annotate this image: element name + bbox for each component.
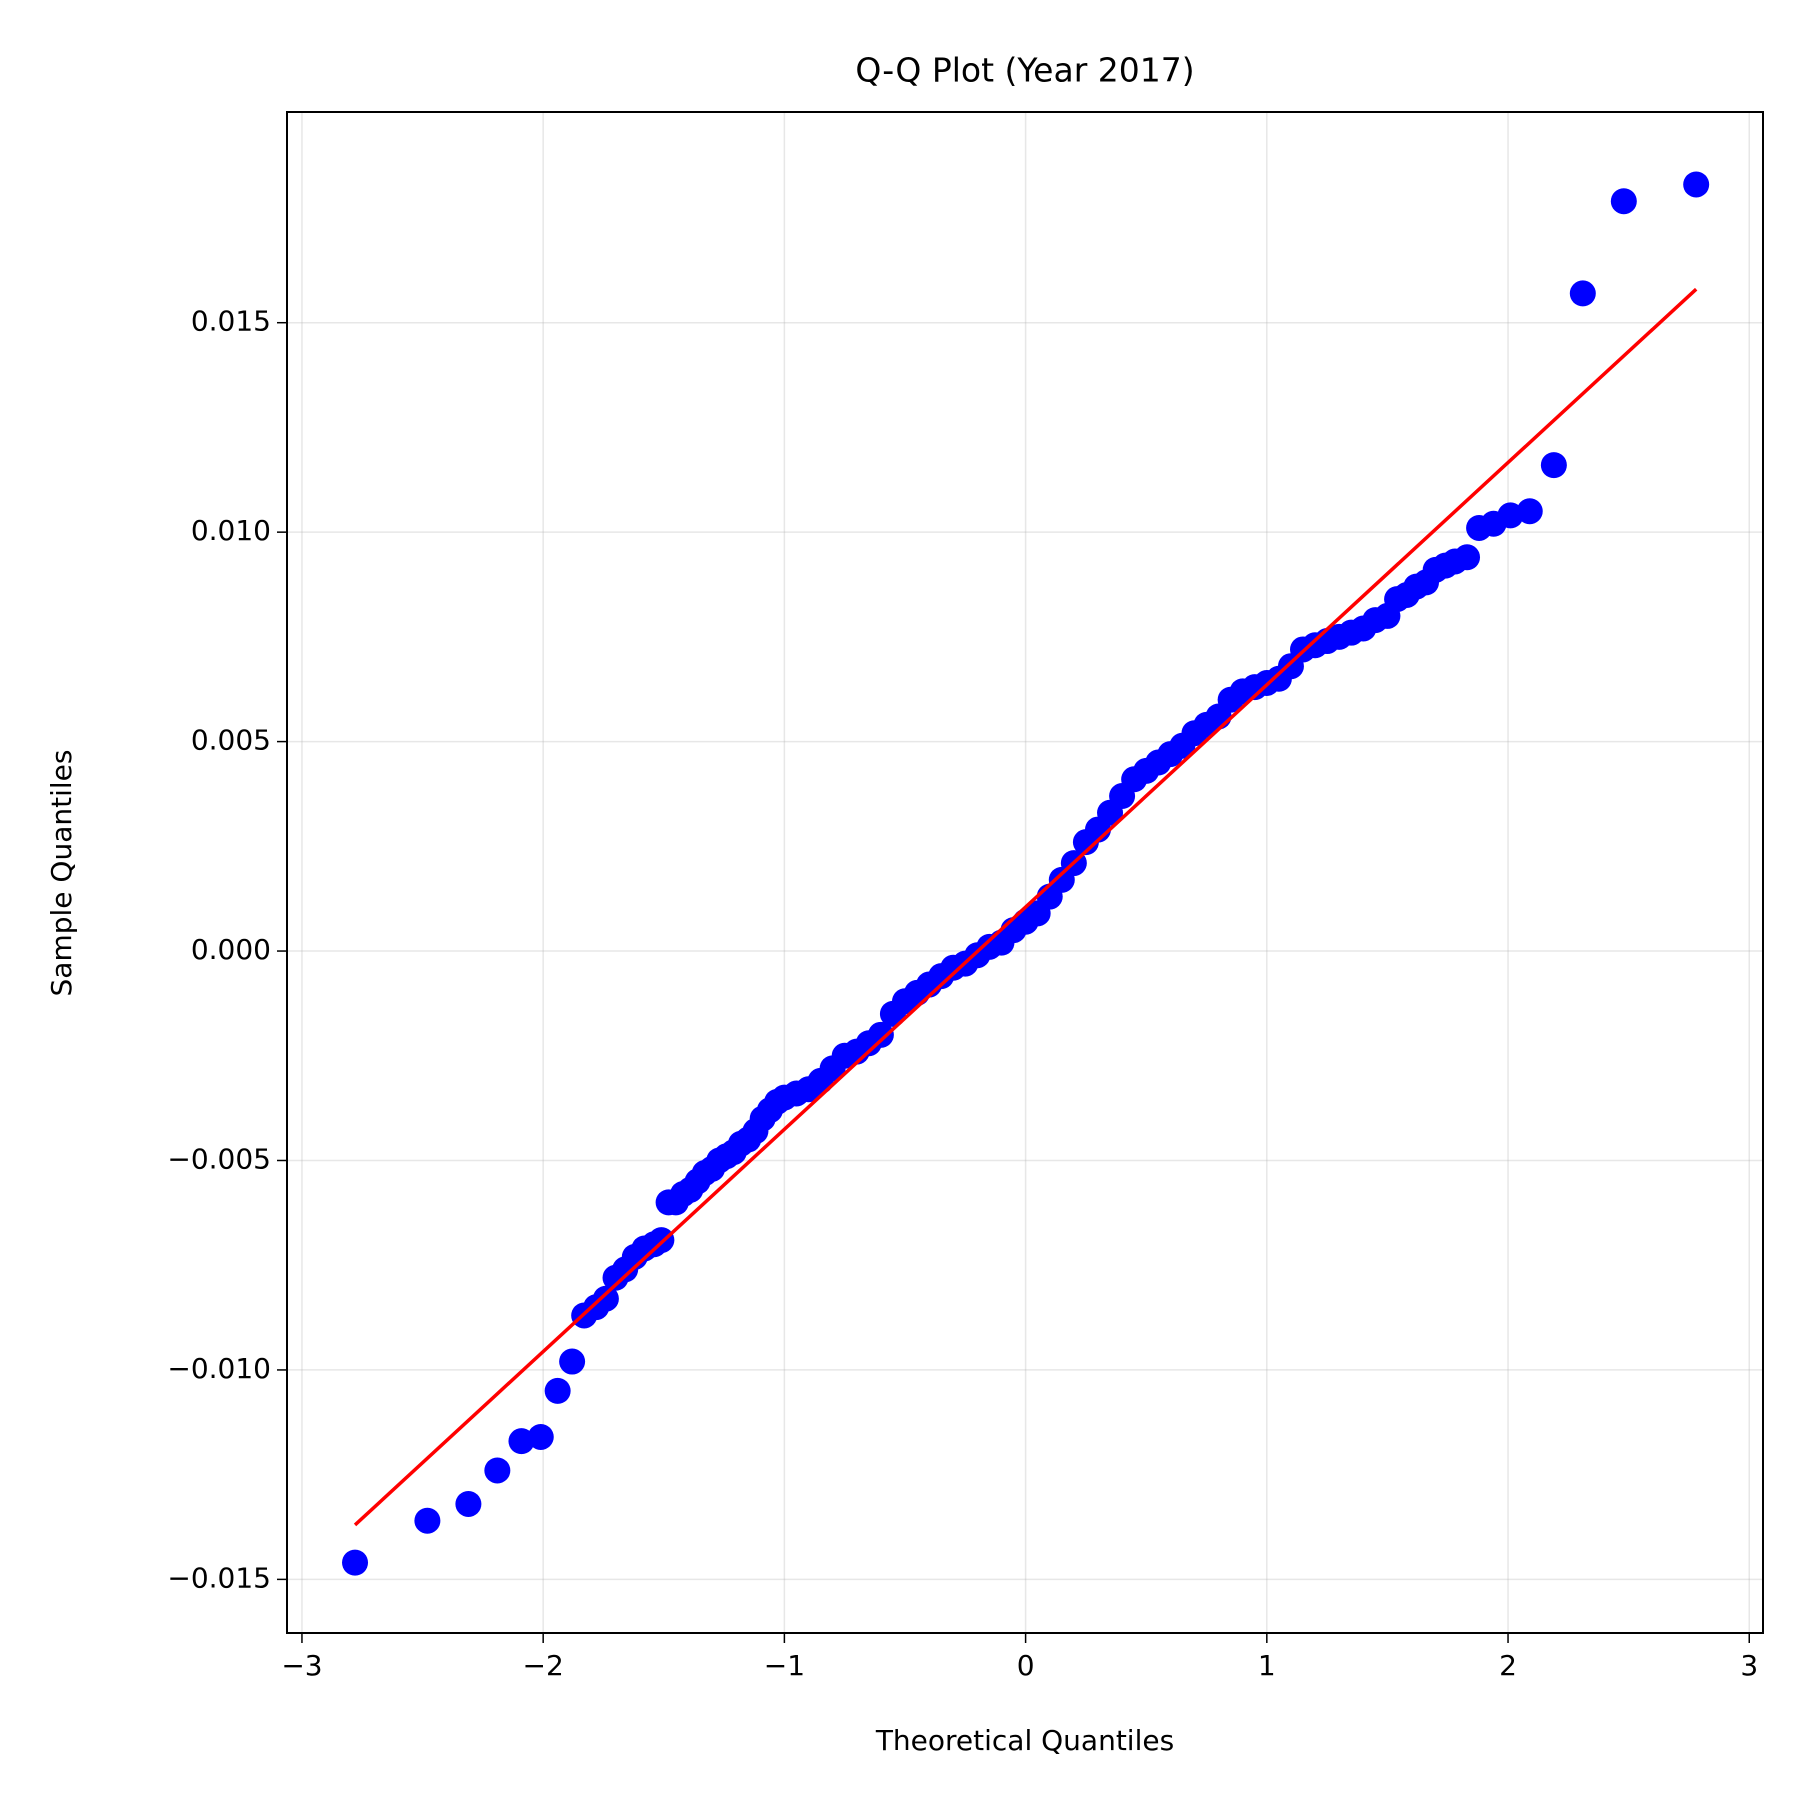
point bbox=[414, 1507, 441, 1534]
point bbox=[1454, 544, 1481, 571]
x-tick-label: 0 bbox=[1017, 1649, 1035, 1682]
point bbox=[1540, 452, 1567, 479]
y-tick-label: −0.015 bbox=[167, 1561, 271, 1594]
x-axis-label: Theoretical Quantiles bbox=[875, 1724, 1174, 1757]
point bbox=[544, 1377, 571, 1404]
x-tick-label: 2 bbox=[1499, 1649, 1517, 1682]
point bbox=[455, 1490, 482, 1517]
point bbox=[1497, 502, 1524, 529]
point bbox=[527, 1423, 554, 1450]
chart-title: Q-Q Plot (Year 2017) bbox=[855, 51, 1194, 90]
point bbox=[867, 1021, 894, 1048]
point bbox=[484, 1457, 511, 1484]
y-tick-label: −0.010 bbox=[167, 1352, 271, 1385]
y-tick-label: 0.015 bbox=[191, 305, 271, 338]
x-tick-label: 1 bbox=[1258, 1649, 1276, 1682]
y-tick-label: 0.000 bbox=[191, 933, 271, 966]
point bbox=[1683, 171, 1710, 198]
point bbox=[592, 1285, 619, 1312]
reference-line bbox=[353, 287, 1698, 1527]
x-tick-label: −2 bbox=[523, 1649, 564, 1682]
point bbox=[508, 1428, 535, 1455]
y-tick-label: −0.005 bbox=[167, 1142, 271, 1175]
y-tick-label: 0.010 bbox=[191, 514, 271, 547]
x-tick-label: −3 bbox=[281, 1649, 322, 1682]
point bbox=[1516, 498, 1543, 525]
point bbox=[342, 1549, 369, 1576]
x-tick-label: −1 bbox=[764, 1649, 805, 1682]
point bbox=[559, 1348, 586, 1375]
y-axis-label: Sample Quantiles bbox=[45, 750, 78, 997]
y-tick-label: 0.005 bbox=[191, 724, 271, 757]
point bbox=[1610, 188, 1637, 215]
plot-frame bbox=[286, 111, 1764, 1634]
x-tick-label: 3 bbox=[1740, 1649, 1758, 1682]
point bbox=[1569, 280, 1596, 307]
